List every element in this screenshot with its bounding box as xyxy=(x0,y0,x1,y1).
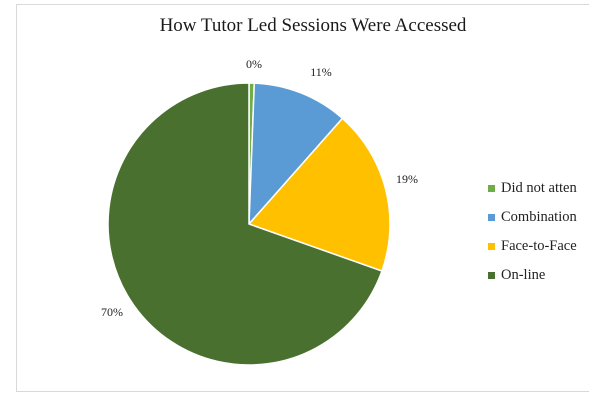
pie-slice-face-to-face xyxy=(248,117,391,272)
chart-title: How Tutor Led Sessions Were Accessed xyxy=(159,15,467,36)
legend-item: Face-to-Face xyxy=(488,232,589,261)
chart-legend: Did not atten Combination Face-to-Face On-l… xyxy=(488,174,589,290)
data-label-on-line: 70% xyxy=(101,305,123,319)
legend-label: Did not atten xyxy=(501,180,577,196)
legend-swatch xyxy=(488,214,495,221)
legend-label: Combination xyxy=(501,209,577,225)
legend-item: On-line xyxy=(488,261,589,290)
data-label-did-not-attend: 0% xyxy=(246,57,262,71)
data-label-combination: 11% xyxy=(310,65,332,79)
legend-swatch xyxy=(488,185,495,192)
legend-swatch xyxy=(488,272,495,279)
legend-label: On-line xyxy=(501,267,546,283)
legend-item: Did not atten xyxy=(488,174,589,203)
pie-slice-on-line xyxy=(107,82,383,366)
legend-item: Combination xyxy=(488,203,589,232)
pie-slice-combination xyxy=(248,82,344,225)
legend-swatch xyxy=(488,243,495,250)
data-label-face-to-face: 19% xyxy=(396,172,418,186)
legend-label: Face-to-Face xyxy=(501,238,577,254)
